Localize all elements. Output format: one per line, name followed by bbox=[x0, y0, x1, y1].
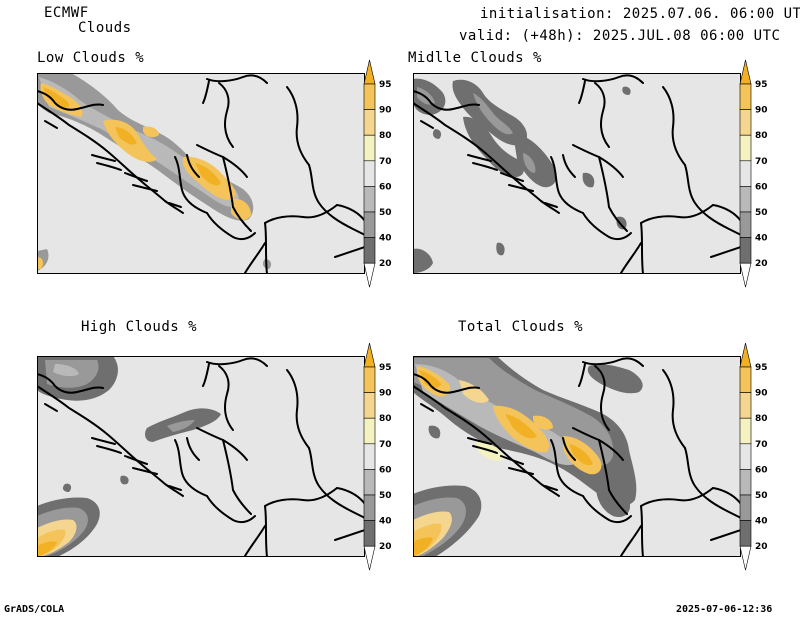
colorbar-high: 95 90 80 70 60 50 40 20 bbox=[363, 342, 392, 571]
map-high-clouds bbox=[37, 356, 365, 557]
colorbar-low: 95 90 80 70 60 50 40 20 bbox=[363, 59, 392, 288]
colorbar-tick-label: 50 bbox=[379, 208, 392, 218]
colorbar-tick-label: 90 bbox=[755, 106, 768, 116]
colorbar-segment bbox=[739, 109, 752, 136]
colorbar-segment bbox=[739, 237, 752, 264]
colorbar-segment bbox=[739, 211, 752, 238]
colorbar-segment bbox=[363, 520, 376, 547]
colorbar-segment bbox=[363, 469, 376, 496]
colorbar-tick-label: 40 bbox=[379, 234, 392, 244]
colorbar-tick-label: 60 bbox=[755, 182, 768, 192]
colorbar-tick-label: 90 bbox=[379, 106, 392, 116]
colorbar-tick-label: 60 bbox=[755, 465, 768, 475]
colorbar-segment bbox=[739, 59, 752, 85]
colorbar-segment bbox=[363, 545, 376, 571]
init-time: initialisation: 2025.07.06. 06:00 UTC bbox=[480, 6, 800, 22]
colorbar-segment bbox=[363, 237, 376, 264]
colorbar-tick-label: 40 bbox=[379, 517, 392, 527]
colorbar-segment bbox=[363, 494, 376, 521]
colorbar-segment bbox=[739, 545, 752, 571]
colorbar-segment bbox=[363, 262, 376, 288]
colorbar-tick-label: 20 bbox=[755, 259, 768, 269]
colorbar-tick-label: 90 bbox=[755, 389, 768, 399]
panel-title-high: High Clouds % bbox=[81, 319, 198, 335]
panel-title-total: Total Clouds % bbox=[458, 319, 584, 335]
high-cloud-field bbox=[37, 356, 221, 557]
colorbar-segment bbox=[739, 83, 752, 110]
colorbar-segment bbox=[739, 469, 752, 496]
colorbar-tick-label: 95 bbox=[755, 363, 768, 373]
colorbar-tick-label: 80 bbox=[755, 131, 768, 141]
colorbar-segment bbox=[739, 520, 752, 547]
colorbar-segment bbox=[363, 443, 376, 470]
colorbar-segment bbox=[363, 83, 376, 110]
panel-title-mid: Midlle Clouds % bbox=[408, 50, 542, 66]
colorbar-segment bbox=[363, 186, 376, 213]
map-total-clouds bbox=[413, 356, 741, 557]
colorbar-tick-label: 70 bbox=[755, 440, 768, 450]
colorbar-segment bbox=[739, 262, 752, 288]
colorbar-tick-label: 40 bbox=[755, 234, 768, 244]
footer-timestamp: 2025-07-06-12:36 bbox=[676, 604, 773, 615]
colorbar-segment bbox=[363, 59, 376, 85]
valid-time: valid: (+48h): 2025.JUL.08 06:00 UTC bbox=[459, 28, 781, 44]
colorbar-tick-label: 70 bbox=[755, 157, 768, 167]
colorbar-segment bbox=[363, 392, 376, 419]
colorbar-tick-label: 80 bbox=[379, 414, 392, 424]
colorbar-segment bbox=[739, 443, 752, 470]
colorbar-tick-label: 50 bbox=[755, 208, 768, 218]
colorbar-segment bbox=[739, 186, 752, 213]
colorbar-tick-label: 95 bbox=[755, 80, 768, 90]
colorbar-tick-label: 40 bbox=[755, 517, 768, 527]
panel-title-low: Low Clouds % bbox=[37, 50, 145, 66]
colorbar-tick-label: 60 bbox=[379, 465, 392, 475]
colorbar-segment bbox=[363, 342, 376, 368]
colorbar-segment bbox=[739, 134, 752, 162]
colorbar-tick-label: 20 bbox=[379, 542, 392, 552]
colorbar-tick-label: 20 bbox=[379, 259, 392, 269]
low-cloud-field bbox=[37, 73, 272, 271]
colorbar-segment bbox=[363, 211, 376, 238]
map-middle-clouds bbox=[413, 73, 741, 274]
colorbar-mid: 95 90 80 70 60 50 40 20 bbox=[739, 59, 768, 288]
model-name: ECMWF bbox=[44, 5, 89, 21]
map-low-clouds bbox=[37, 73, 365, 274]
colorbar-tick-label: 50 bbox=[755, 491, 768, 501]
colorbar-tick-label: 95 bbox=[379, 80, 392, 90]
colorbar-segment bbox=[739, 160, 752, 187]
colorbar-segment bbox=[739, 494, 752, 521]
colorbar-total: 95 90 80 70 60 50 40 20 bbox=[739, 342, 768, 571]
middle-cloud-field bbox=[413, 78, 631, 273]
colorbar-segment bbox=[363, 109, 376, 136]
colorbar-tick-label: 50 bbox=[379, 491, 392, 501]
colorbar-tick-label: 60 bbox=[379, 182, 392, 192]
product-name: Clouds bbox=[78, 20, 132, 36]
colorbar-tick-label: 90 bbox=[379, 389, 392, 399]
colorbar-segment bbox=[739, 366, 752, 393]
colorbar-segment bbox=[363, 417, 376, 445]
colorbar-segment bbox=[363, 160, 376, 187]
colorbar-segment bbox=[363, 366, 376, 393]
colorbar-tick-label: 70 bbox=[379, 157, 392, 167]
colorbar-segment bbox=[363, 134, 376, 162]
footer-credit: GrADS/COLA bbox=[4, 604, 65, 615]
colorbar-segment bbox=[739, 392, 752, 419]
colorbar-tick-label: 80 bbox=[379, 131, 392, 141]
colorbar-tick-label: 70 bbox=[379, 440, 392, 450]
colorbar-tick-label: 95 bbox=[379, 363, 392, 373]
colorbar-segment bbox=[739, 417, 752, 445]
colorbar-tick-label: 20 bbox=[755, 542, 768, 552]
colorbar-tick-label: 80 bbox=[755, 414, 768, 424]
colorbar-segment bbox=[739, 342, 752, 368]
